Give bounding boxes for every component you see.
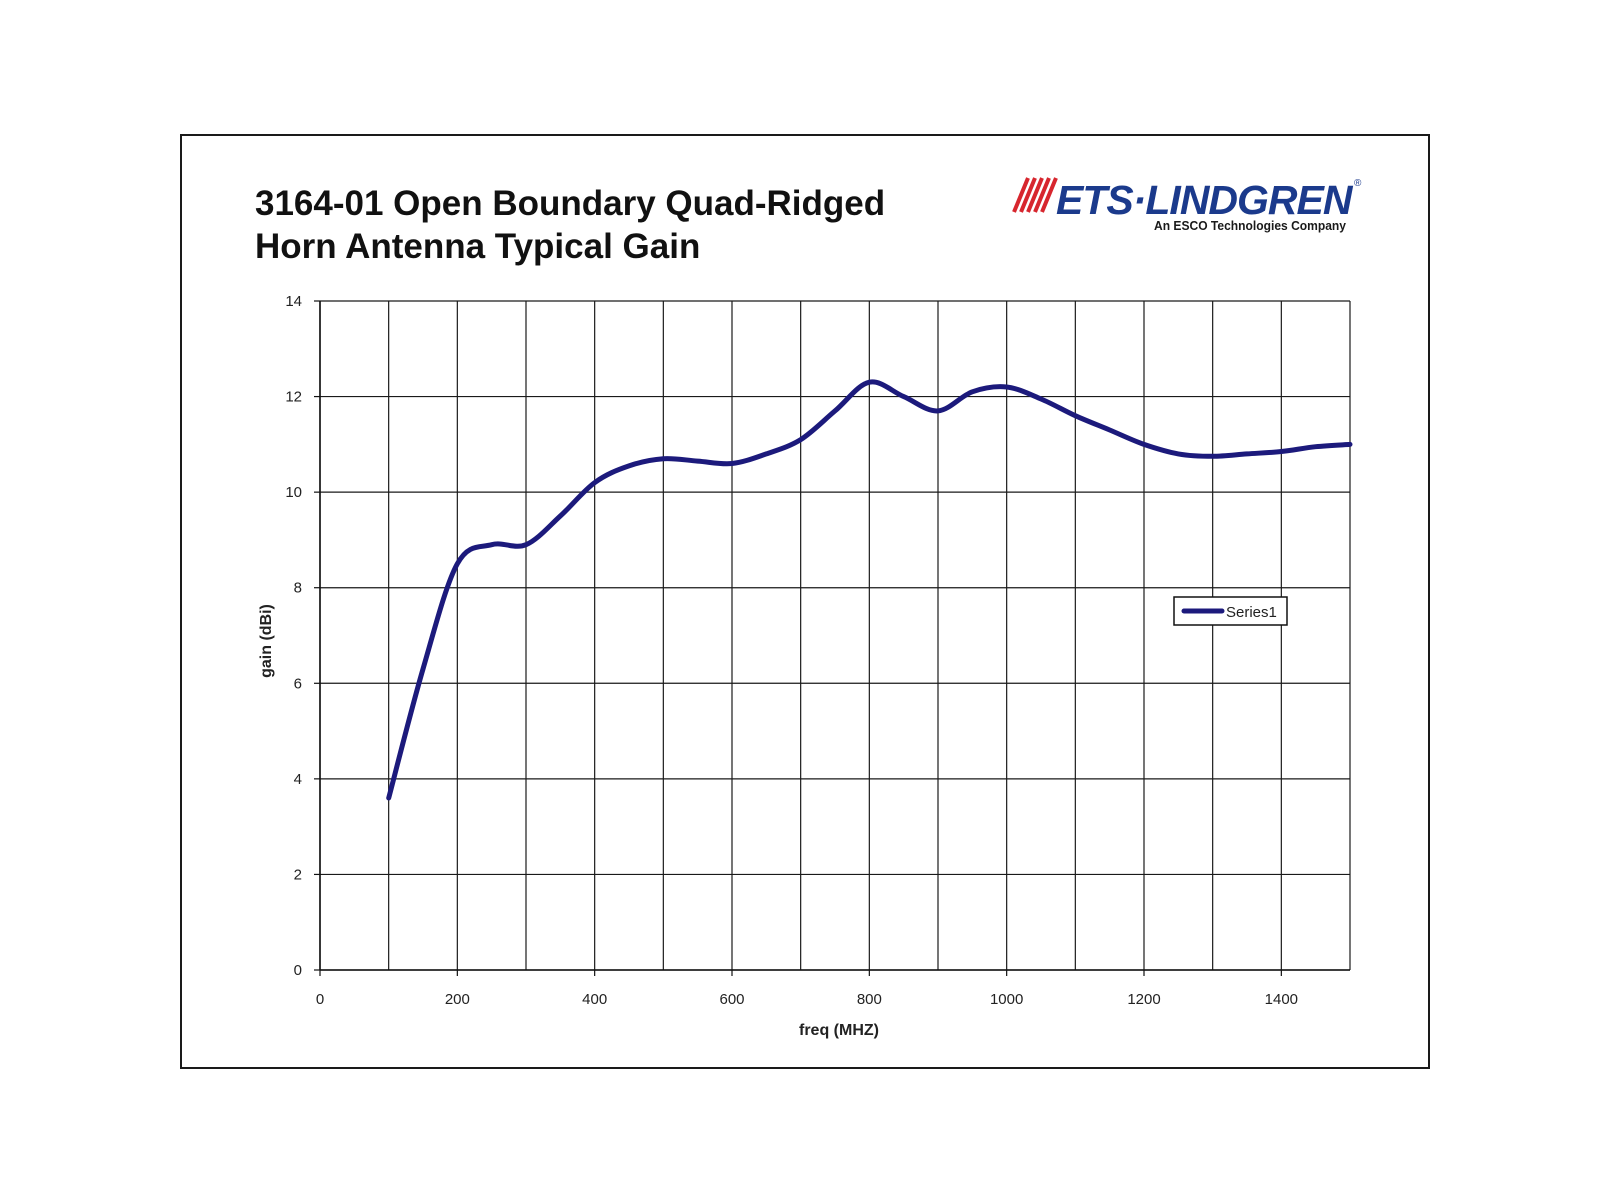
y-tick-label: 14 (285, 293, 302, 310)
logo-stripe (1026, 177, 1044, 213)
logo-stripe (1040, 177, 1058, 213)
logo-tagline: An ESCO Technologies Company (1154, 218, 1347, 233)
y-axis-title: gain (dBi) (258, 604, 275, 678)
logo-brand: ETS·LINDGREN (1056, 177, 1354, 223)
x-tick-labels: 0 200 400 600 800 1000 1200 1400 (316, 991, 1298, 1008)
y-tick-label: 6 (294, 675, 302, 692)
y-tick-label: 2 (294, 866, 302, 883)
logo-stripes-icon (1012, 177, 1058, 213)
x-tick-label: 1000 (990, 991, 1023, 1008)
x-tick-label: 800 (857, 991, 882, 1008)
y-tick-label: 12 (285, 389, 302, 406)
x-tick-label: 1200 (1127, 991, 1160, 1008)
y-tick-label: 8 (294, 580, 302, 597)
x-tick-label: 200 (445, 991, 470, 1008)
grid (319, 300, 1351, 971)
y-tick-labels: 0 2 4 6 8 10 12 14 (285, 293, 302, 979)
x-tick-label: 0 (316, 991, 324, 1008)
axes (314, 300, 1350, 976)
x-axis-title: freq (MHZ) (799, 1022, 879, 1039)
y-tick-label: 4 (294, 771, 302, 788)
chart-title-line-1: 3164-01 Open Boundary Quad-Ridged (255, 184, 886, 223)
legend: Series1 (1173, 596, 1288, 626)
series-layer (386, 379, 1353, 801)
logo-stripe (1033, 177, 1051, 213)
y-tick-label: 10 (285, 484, 302, 501)
logo-stripe (1019, 177, 1037, 213)
x-tick-label: 400 (582, 991, 607, 1008)
logo-stripe (1012, 177, 1030, 213)
x-tick-label: 600 (719, 991, 744, 1008)
ets-lindgren-logo: ETS·LINDGREN ® An ESCO Technologies Comp… (1012, 177, 1362, 233)
y-tick-label: 0 (294, 962, 302, 979)
x-tick-label: 1400 (1265, 991, 1298, 1008)
chart-title-line-2: Horn Antenna Typical Gain (255, 227, 701, 266)
series-line-series1 (386, 379, 1353, 801)
legend-label-series1: Series1 (1226, 604, 1277, 621)
chart-title: 3164-01 Open Boundary Quad-Ridged Horn A… (255, 182, 885, 268)
logo-registered-mark: ® (1354, 178, 1362, 189)
